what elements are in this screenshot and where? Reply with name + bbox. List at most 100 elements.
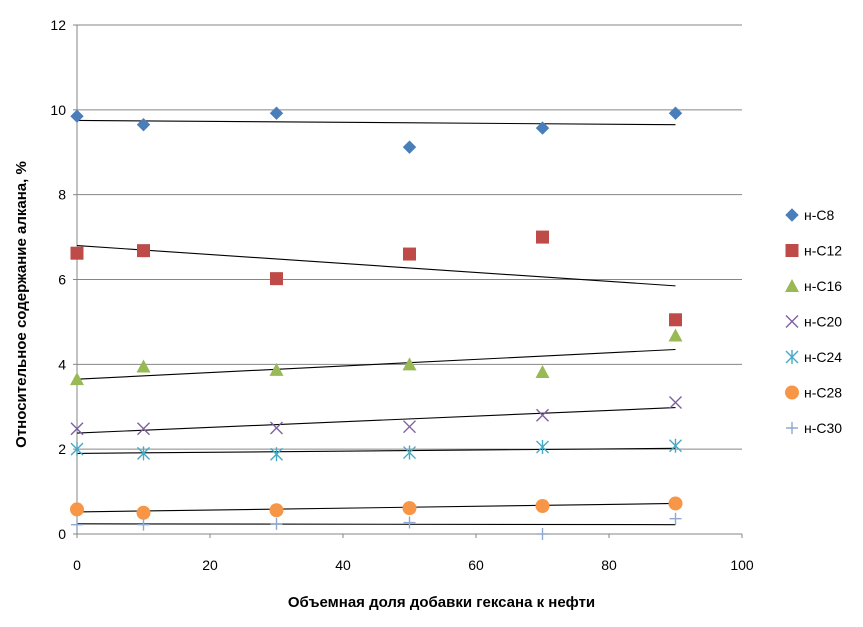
data-point — [403, 247, 416, 261]
data-point — [70, 442, 84, 457]
data-point — [402, 501, 417, 516]
trendline-2 — [76, 348, 676, 380]
data-point — [137, 446, 150, 461]
data-point — [70, 422, 84, 436]
data-point — [402, 140, 417, 154]
legend-marker — [785, 350, 799, 364]
legend-item: н-C12 — [785, 243, 842, 259]
data-point — [269, 106, 284, 120]
legend-marker — [786, 422, 798, 434]
series-0 — [70, 106, 683, 154]
trendline-4 — [76, 447, 676, 454]
data-point — [536, 528, 549, 540]
trendlines — [76, 119, 676, 526]
data-point — [403, 516, 416, 529]
legend-label: н-C28 — [804, 385, 842, 401]
data-point — [137, 422, 150, 436]
trendline-6 — [76, 523, 676, 526]
data-point — [137, 244, 150, 258]
legend-marker — [785, 279, 799, 292]
data-point — [669, 396, 682, 410]
data-point — [536, 440, 549, 455]
legend-label: н-C12 — [804, 243, 842, 259]
data-point — [403, 445, 416, 460]
data-point — [668, 496, 683, 511]
y-tick-label: 6 — [58, 272, 66, 288]
series-3 — [70, 396, 682, 436]
series-6 — [71, 512, 682, 540]
legend-label: н-C24 — [804, 349, 842, 365]
data-point — [136, 117, 151, 132]
x-tick-label: 60 — [468, 557, 484, 573]
data-point — [270, 272, 283, 286]
gridlines — [77, 24, 742, 450]
legend-marker — [785, 385, 799, 400]
x-tick-label: 100 — [730, 557, 754, 573]
data-point — [668, 328, 683, 342]
data-point — [535, 364, 550, 378]
trendline-1 — [76, 245, 676, 287]
data-point — [270, 447, 283, 462]
data-point — [669, 512, 682, 525]
legend-item: н-C30 — [786, 420, 842, 436]
data-point — [669, 313, 682, 327]
data-point — [535, 121, 550, 135]
x-tick-labels: 0 20 40 60 80 100 — [73, 534, 754, 573]
legend-label: н-C30 — [804, 420, 842, 436]
data-point — [71, 518, 83, 531]
data-point — [70, 246, 84, 260]
y-tick-label: 0 — [58, 526, 66, 542]
legend-item: н-C16 — [785, 278, 842, 294]
data-point — [136, 359, 151, 373]
y-tick-label: 10 — [50, 102, 66, 118]
data-point — [403, 420, 416, 434]
data-point — [269, 362, 284, 376]
data-point — [70, 109, 84, 123]
x-tick-label: 80 — [601, 557, 617, 573]
x-tick-label: 20 — [202, 557, 218, 573]
trendline-0 — [76, 119, 676, 126]
x-tick-label: 40 — [335, 557, 351, 573]
data-point — [70, 502, 84, 517]
data-point — [402, 357, 417, 371]
series-2 — [70, 328, 683, 386]
legend-label: н-C20 — [804, 314, 842, 330]
legend-label: н-C16 — [804, 278, 842, 294]
data-point — [269, 503, 284, 518]
y-tick-label: 2 — [58, 441, 66, 457]
trendline-3 — [76, 407, 676, 434]
legend-marker — [785, 208, 799, 222]
y-tick-labels: 0 2 4 6 8 10 12 — [50, 17, 77, 542]
y-axis-title: Относительное содержание алкана, % — [13, 161, 30, 448]
legend-item: н-C28 — [785, 385, 842, 401]
legend-marker — [785, 244, 799, 257]
legend-item: н-C24 — [785, 349, 842, 365]
data-point — [669, 438, 682, 453]
x-tick-label: 0 — [73, 557, 81, 573]
data-point — [668, 106, 683, 120]
data-point — [270, 517, 283, 530]
data-point — [136, 505, 151, 520]
y-tick-label: 8 — [58, 187, 66, 203]
trendline-5 — [76, 502, 676, 513]
series-4 — [70, 438, 682, 462]
y-tick-label: 4 — [58, 356, 66, 372]
legend-label: н-C8 — [804, 207, 835, 223]
legend-item: н-C8 — [785, 207, 835, 223]
data-point — [536, 408, 549, 422]
data-point — [536, 230, 549, 244]
data-point — [70, 372, 84, 386]
legend-item: н-C20 — [785, 314, 842, 330]
y-tick-label: 12 — [50, 17, 66, 33]
data-point — [270, 421, 283, 435]
series-1 — [70, 230, 682, 327]
data-point — [535, 499, 550, 514]
series-5 — [70, 496, 683, 520]
legend-marker — [785, 315, 799, 328]
x-axis-title: Объемная доля добавки гексана к нефти — [288, 594, 595, 611]
legend: н-C8 н-C12 н-C16 н-C20 н-C24 н-C28 н-C30 — [785, 207, 842, 436]
data-points — [70, 106, 683, 540]
data-point — [137, 518, 150, 531]
